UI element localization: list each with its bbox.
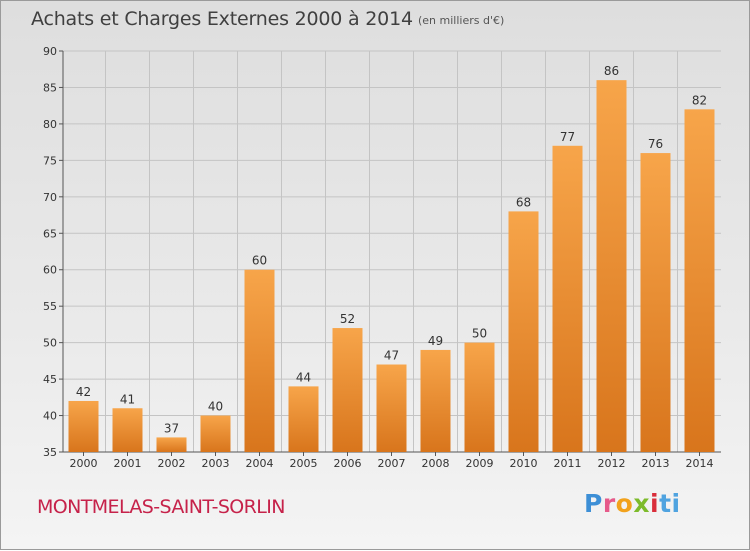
y-tick-labels: 35 40 45 50 55 60 65 70 75 80 85 90 — [43, 45, 57, 459]
x-tick-label: 2014 — [686, 457, 714, 470]
y-tick-label: 40 — [43, 410, 57, 423]
bar — [508, 211, 539, 452]
proxiti-logo: Proxiti — [584, 489, 681, 518]
data-label: 37 — [164, 421, 179, 435]
data-label: 50 — [472, 327, 487, 341]
x-tick-label: 2005 — [290, 457, 318, 470]
bar — [244, 269, 275, 452]
x-tick-label: 2003 — [202, 457, 230, 470]
data-label: 60 — [252, 254, 267, 268]
bar — [684, 109, 715, 452]
logo-letter: r — [602, 489, 616, 518]
y-tick-label: 60 — [43, 264, 57, 277]
y-tick-label: 75 — [43, 154, 57, 167]
y-tick-label: 80 — [43, 118, 57, 131]
y-tick-label: 65 — [43, 227, 57, 240]
bar — [288, 386, 319, 452]
data-label: 68 — [516, 195, 531, 209]
data-label: 77 — [560, 130, 575, 144]
x-tick-label: 2010 — [510, 457, 538, 470]
x-tick-label: 2012 — [598, 457, 626, 470]
x-tick-label: 2008 — [422, 457, 450, 470]
bar — [156, 437, 187, 452]
bar — [200, 415, 231, 452]
logo-letter: x — [633, 489, 650, 518]
place-name: MONTMELAS-SAINT-SORLIN — [37, 496, 285, 518]
y-tick-label: 50 — [43, 337, 57, 350]
data-label: 40 — [208, 400, 223, 414]
y-tick-label: 90 — [43, 45, 57, 58]
x-tick-label: 2000 — [70, 457, 98, 470]
bar — [420, 349, 451, 452]
data-labels: 42 41 37 40 60 44 52 47 49 50 68 77 86 76 82 — [76, 64, 707, 435]
bar — [112, 408, 143, 452]
data-label: 44 — [296, 370, 311, 384]
x-tick-label: 2009 — [466, 457, 494, 470]
data-label: 86 — [604, 64, 619, 78]
data-label: 52 — [340, 312, 355, 326]
data-label: 41 — [120, 392, 135, 406]
data-label: 82 — [692, 93, 707, 107]
logo-letter: P — [584, 489, 603, 518]
x-tick-labels: 2000 2001 2002 2003 2004 2005 2006 2007 2008 2009… — [70, 457, 714, 470]
data-label: 49 — [428, 334, 443, 348]
bar — [332, 328, 363, 452]
bars — [68, 80, 715, 453]
bar — [640, 153, 671, 452]
y-tick-label: 55 — [43, 300, 57, 313]
y-tick-label: 70 — [43, 191, 57, 204]
x-tick-label: 2006 — [334, 457, 362, 470]
chart-unit: (en milliers d'€) — [418, 14, 505, 27]
y-tick-label: 35 — [43, 446, 57, 459]
logo-letter: i — [650, 489, 660, 518]
bar — [68, 400, 99, 452]
x-tick-label: 2013 — [642, 457, 670, 470]
data-label: 42 — [76, 385, 91, 399]
logo-letter: ti — [659, 489, 681, 518]
y-tick-label: 45 — [43, 373, 57, 386]
x-tick-label: 2007 — [378, 457, 406, 470]
data-label: 76 — [648, 137, 663, 151]
x-tick-label: 2001 — [114, 457, 142, 470]
x-tick-label: 2002 — [158, 457, 186, 470]
y-tick-label: 85 — [43, 81, 57, 94]
data-label: 47 — [384, 349, 399, 363]
chart-title: Achats et Charges Externes 2000 à 2014 — [31, 8, 413, 30]
bar — [464, 342, 495, 452]
bar — [376, 364, 407, 452]
logo-letter: o — [615, 489, 634, 518]
bar — [552, 145, 583, 453]
x-tick-label: 2004 — [246, 457, 274, 470]
bar — [596, 80, 627, 452]
x-tick-label: 2011 — [554, 457, 582, 470]
